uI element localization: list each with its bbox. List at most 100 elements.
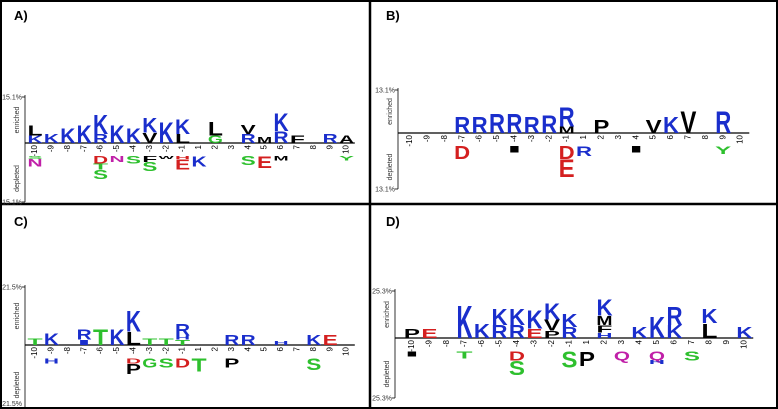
position-label: 7: [293, 346, 302, 351]
logo-letter: Y: [715, 145, 732, 157]
position-label: 3: [227, 346, 236, 351]
logo-letter: R: [241, 332, 256, 349]
position-label: 1: [194, 346, 203, 351]
position-label: 8: [309, 144, 318, 149]
logo-letter: I: [628, 145, 644, 155]
position-label: 1: [579, 134, 588, 139]
logo-letter: R: [472, 112, 488, 138]
logo-letter: H: [649, 360, 666, 366]
logo-letter: Y: [339, 156, 357, 163]
position-label: 4: [635, 339, 644, 344]
logo-letter: F: [290, 134, 306, 146]
position-label: 6: [670, 339, 679, 344]
position-label: -4: [129, 144, 138, 152]
logo-letter: Q: [649, 348, 665, 363]
logo-letter: P: [579, 348, 595, 371]
logo-letter: K: [526, 307, 542, 335]
logo-letter: G: [142, 355, 157, 370]
logo-letter: M: [559, 125, 575, 135]
logo-letter: K: [93, 109, 108, 140]
logo-letter: S: [306, 355, 321, 374]
logo-letter: R: [273, 128, 288, 147]
logo-letter: R: [175, 321, 190, 340]
logo-letter: R: [489, 108, 505, 139]
position-label: 4: [243, 144, 252, 149]
logo-letter: S: [509, 357, 525, 380]
logo-letter: P: [544, 330, 560, 341]
logo-letter: R: [323, 132, 338, 146]
logo-letter: R: [561, 325, 577, 342]
position-label: -10: [30, 346, 39, 358]
logo-letter: V: [680, 104, 697, 140]
position-label: 3: [614, 134, 623, 139]
position-label: -9: [425, 339, 434, 347]
logo-letter: K: [456, 296, 472, 348]
logo-letter: E: [175, 158, 190, 174]
logo-letter: S: [684, 348, 701, 363]
position-label: 10: [736, 134, 745, 143]
logo-letter: K: [142, 114, 158, 137]
logo-letter: P: [224, 355, 240, 370]
logo-letter: K: [561, 311, 577, 331]
y-tick-label: 21.5%: [2, 401, 22, 408]
logo-letter: K: [175, 116, 191, 139]
logo-letter: K: [44, 132, 60, 146]
logo-letter: E: [323, 332, 338, 349]
logo-letter: K: [666, 322, 682, 342]
logo-letter: S: [142, 160, 157, 174]
position-label: -5: [112, 144, 121, 152]
position-label: -1: [178, 346, 187, 354]
position-label: 1: [194, 144, 203, 149]
position-label: -8: [63, 144, 72, 152]
logo-letter: T: [456, 350, 474, 361]
position-label: -3: [530, 339, 539, 347]
logo-letter: K: [60, 125, 76, 148]
logo-letter: K: [77, 121, 93, 149]
y-tick-label: 15.1%: [2, 200, 22, 207]
axis-label: enriched: [14, 302, 21, 329]
logo-letter: S: [27, 155, 43, 160]
position-label: -5: [112, 346, 121, 354]
logo-letter: K: [596, 295, 612, 321]
logo-letter: D: [454, 142, 470, 163]
position-label: -7: [79, 144, 88, 152]
logo-letter: R: [241, 132, 256, 146]
y-tick-label: 25.3%: [372, 289, 392, 296]
position-label: 8: [309, 346, 318, 351]
position-label: 2: [211, 346, 220, 351]
logo-letter: S: [561, 347, 577, 373]
position-label: -1: [562, 134, 571, 142]
position-label: -4: [510, 134, 519, 142]
logo-letter: L: [27, 123, 42, 139]
y-tick-label: 15.1%: [2, 95, 22, 102]
logo-letter: V: [544, 318, 561, 335]
position-label: -2: [161, 144, 170, 152]
position-label: 7: [684, 134, 693, 139]
logo-letter: R: [541, 111, 557, 139]
position-label: -10: [30, 144, 39, 156]
position-label: -1: [178, 144, 187, 152]
logo-letter: P: [404, 326, 421, 341]
logo-letter: R: [666, 303, 682, 331]
logo-letter: S: [159, 355, 175, 370]
position-label: 9: [325, 346, 334, 351]
logo-letter: K: [109, 121, 125, 149]
position-label: -6: [477, 339, 486, 347]
logo-letter: T: [27, 337, 43, 347]
logo-letter: K: [631, 325, 648, 342]
position-label: 9: [325, 144, 334, 149]
position-label: -9: [423, 134, 432, 142]
logo-letter: D: [93, 155, 109, 167]
logo-letter: K: [27, 134, 43, 146]
logo-letter: K: [509, 304, 525, 330]
position-label: 6: [666, 134, 675, 139]
logo-letter: P: [593, 116, 609, 137]
logo-letter: M: [596, 313, 612, 328]
logo-letter: K: [109, 325, 125, 350]
y-tick-label: 21.5%: [2, 285, 22, 292]
logo-letter: T: [175, 338, 191, 347]
logo-letter: F: [596, 324, 612, 335]
logo-letter: R: [77, 327, 92, 344]
position-label: -10: [407, 339, 416, 351]
logo-letter: T: [159, 337, 175, 347]
